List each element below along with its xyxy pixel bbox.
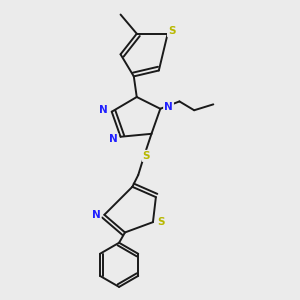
Text: N: N [109, 134, 118, 144]
Text: S: S [158, 217, 165, 227]
Text: S: S [168, 26, 176, 36]
Text: N: N [164, 102, 173, 112]
Text: S: S [143, 151, 150, 161]
Text: N: N [99, 105, 108, 115]
Text: N: N [92, 210, 100, 220]
